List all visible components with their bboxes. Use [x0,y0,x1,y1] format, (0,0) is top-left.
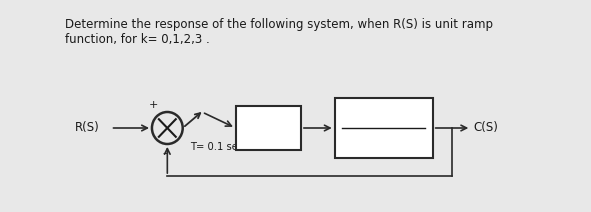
Text: +: + [149,100,158,110]
Text: C(S): C(S) [473,121,498,134]
Text: -: - [162,147,167,160]
Text: Determine the response of the following system, when R(S) is unit ramp: Determine the response of the following … [66,18,493,31]
FancyBboxPatch shape [335,98,433,158]
FancyBboxPatch shape [236,106,301,150]
Text: Z.O.H: Z.O.H [251,121,285,134]
Text: (s + 4)3: (s + 4)3 [358,134,409,146]
Text: function, for k= 0,1,2,3 .: function, for k= 0,1,2,3 . [66,33,210,46]
Text: 3: 3 [379,112,388,126]
Text: R(S): R(S) [75,121,100,134]
Circle shape [152,112,183,144]
Text: T= 0.1 sec: T= 0.1 sec [190,142,243,152]
